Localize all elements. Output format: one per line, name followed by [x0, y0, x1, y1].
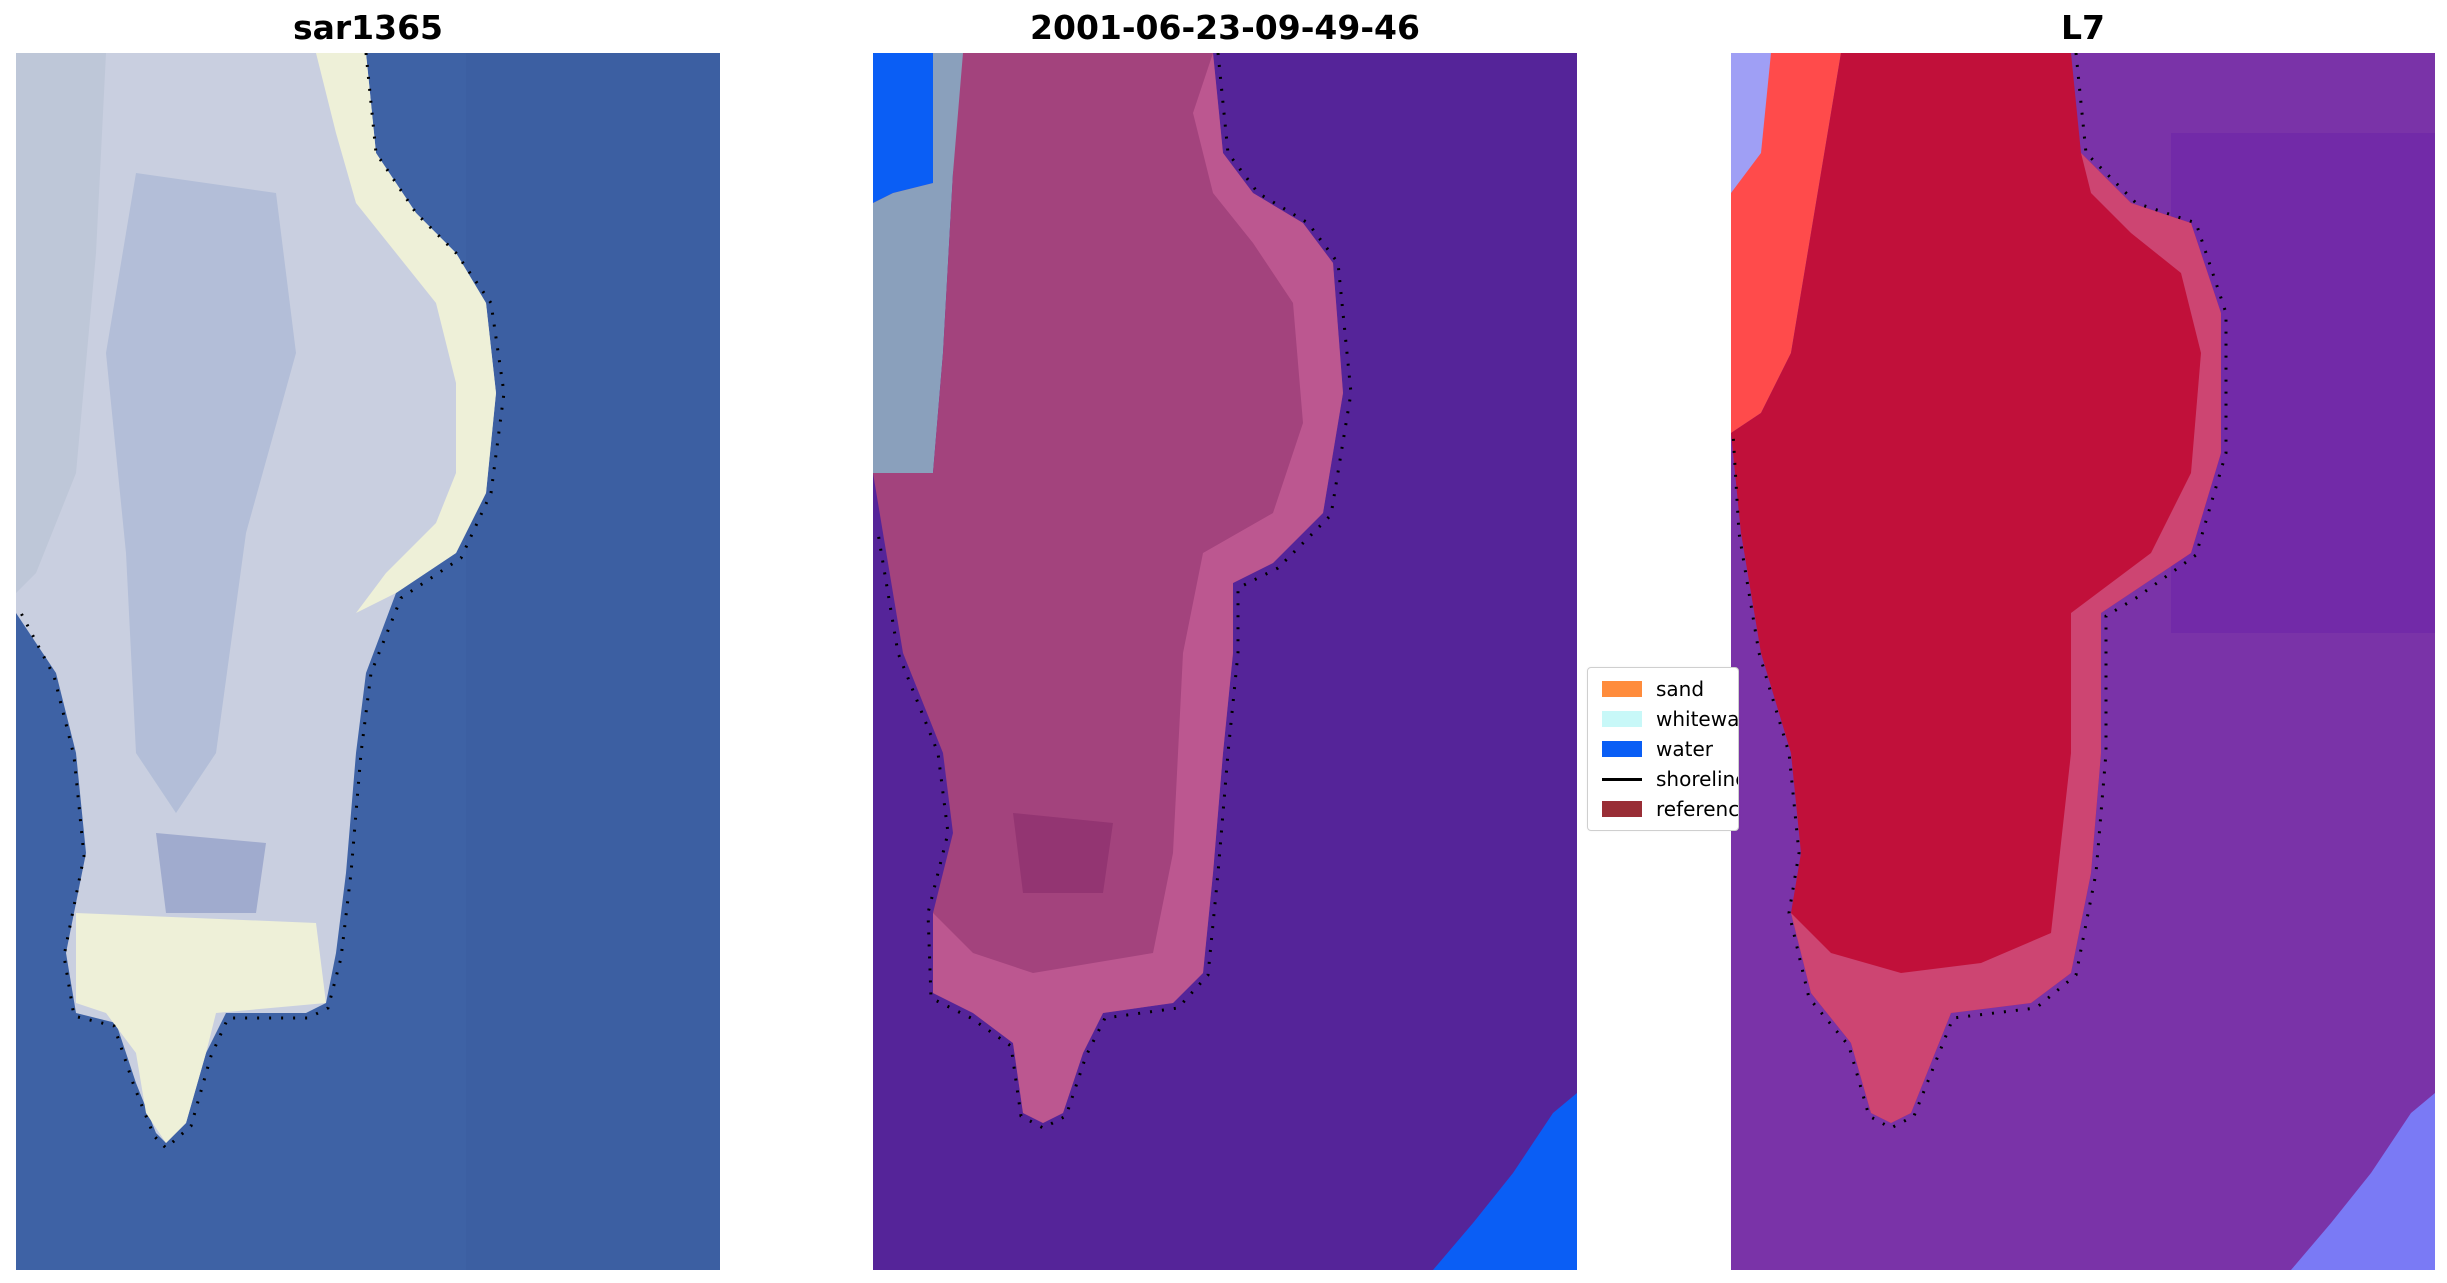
legend-label-whitewater: whitewater: [1656, 707, 1739, 731]
legend-item-shoreline: shoreline: [1588, 765, 1739, 793]
legend-label-shoreline: shoreline: [1656, 767, 1739, 791]
legend-label-reference: reference: [1656, 797, 1739, 821]
panel-title-date: 2001-06-23-09-49-46: [1030, 8, 1420, 47]
legend-item-sand: sand: [1588, 675, 1704, 703]
classified-image: [873, 53, 1577, 1270]
reference-swatch: [1602, 801, 1642, 817]
panel-title-l7: L7: [2061, 8, 2105, 47]
panel-title-rgb: sar1365: [292, 8, 444, 47]
rgb-image: [16, 53, 720, 1270]
legend: sand whitewater water shoreline referenc…: [1587, 667, 1739, 831]
l7-image: [1731, 53, 2435, 1270]
sand-swatch: [1602, 681, 1642, 697]
legend-item-reference: reference: [1588, 795, 1739, 823]
legend-label-water: water: [1656, 737, 1713, 761]
shoreline-line-icon: [1602, 777, 1642, 781]
legend-label-sand: sand: [1656, 677, 1705, 701]
legend-item-water: water: [1588, 735, 1713, 763]
water-swatch: [1602, 741, 1642, 757]
whitewater-swatch: [1602, 711, 1642, 727]
legend-item-whitewater: whitewater: [1588, 705, 1739, 733]
